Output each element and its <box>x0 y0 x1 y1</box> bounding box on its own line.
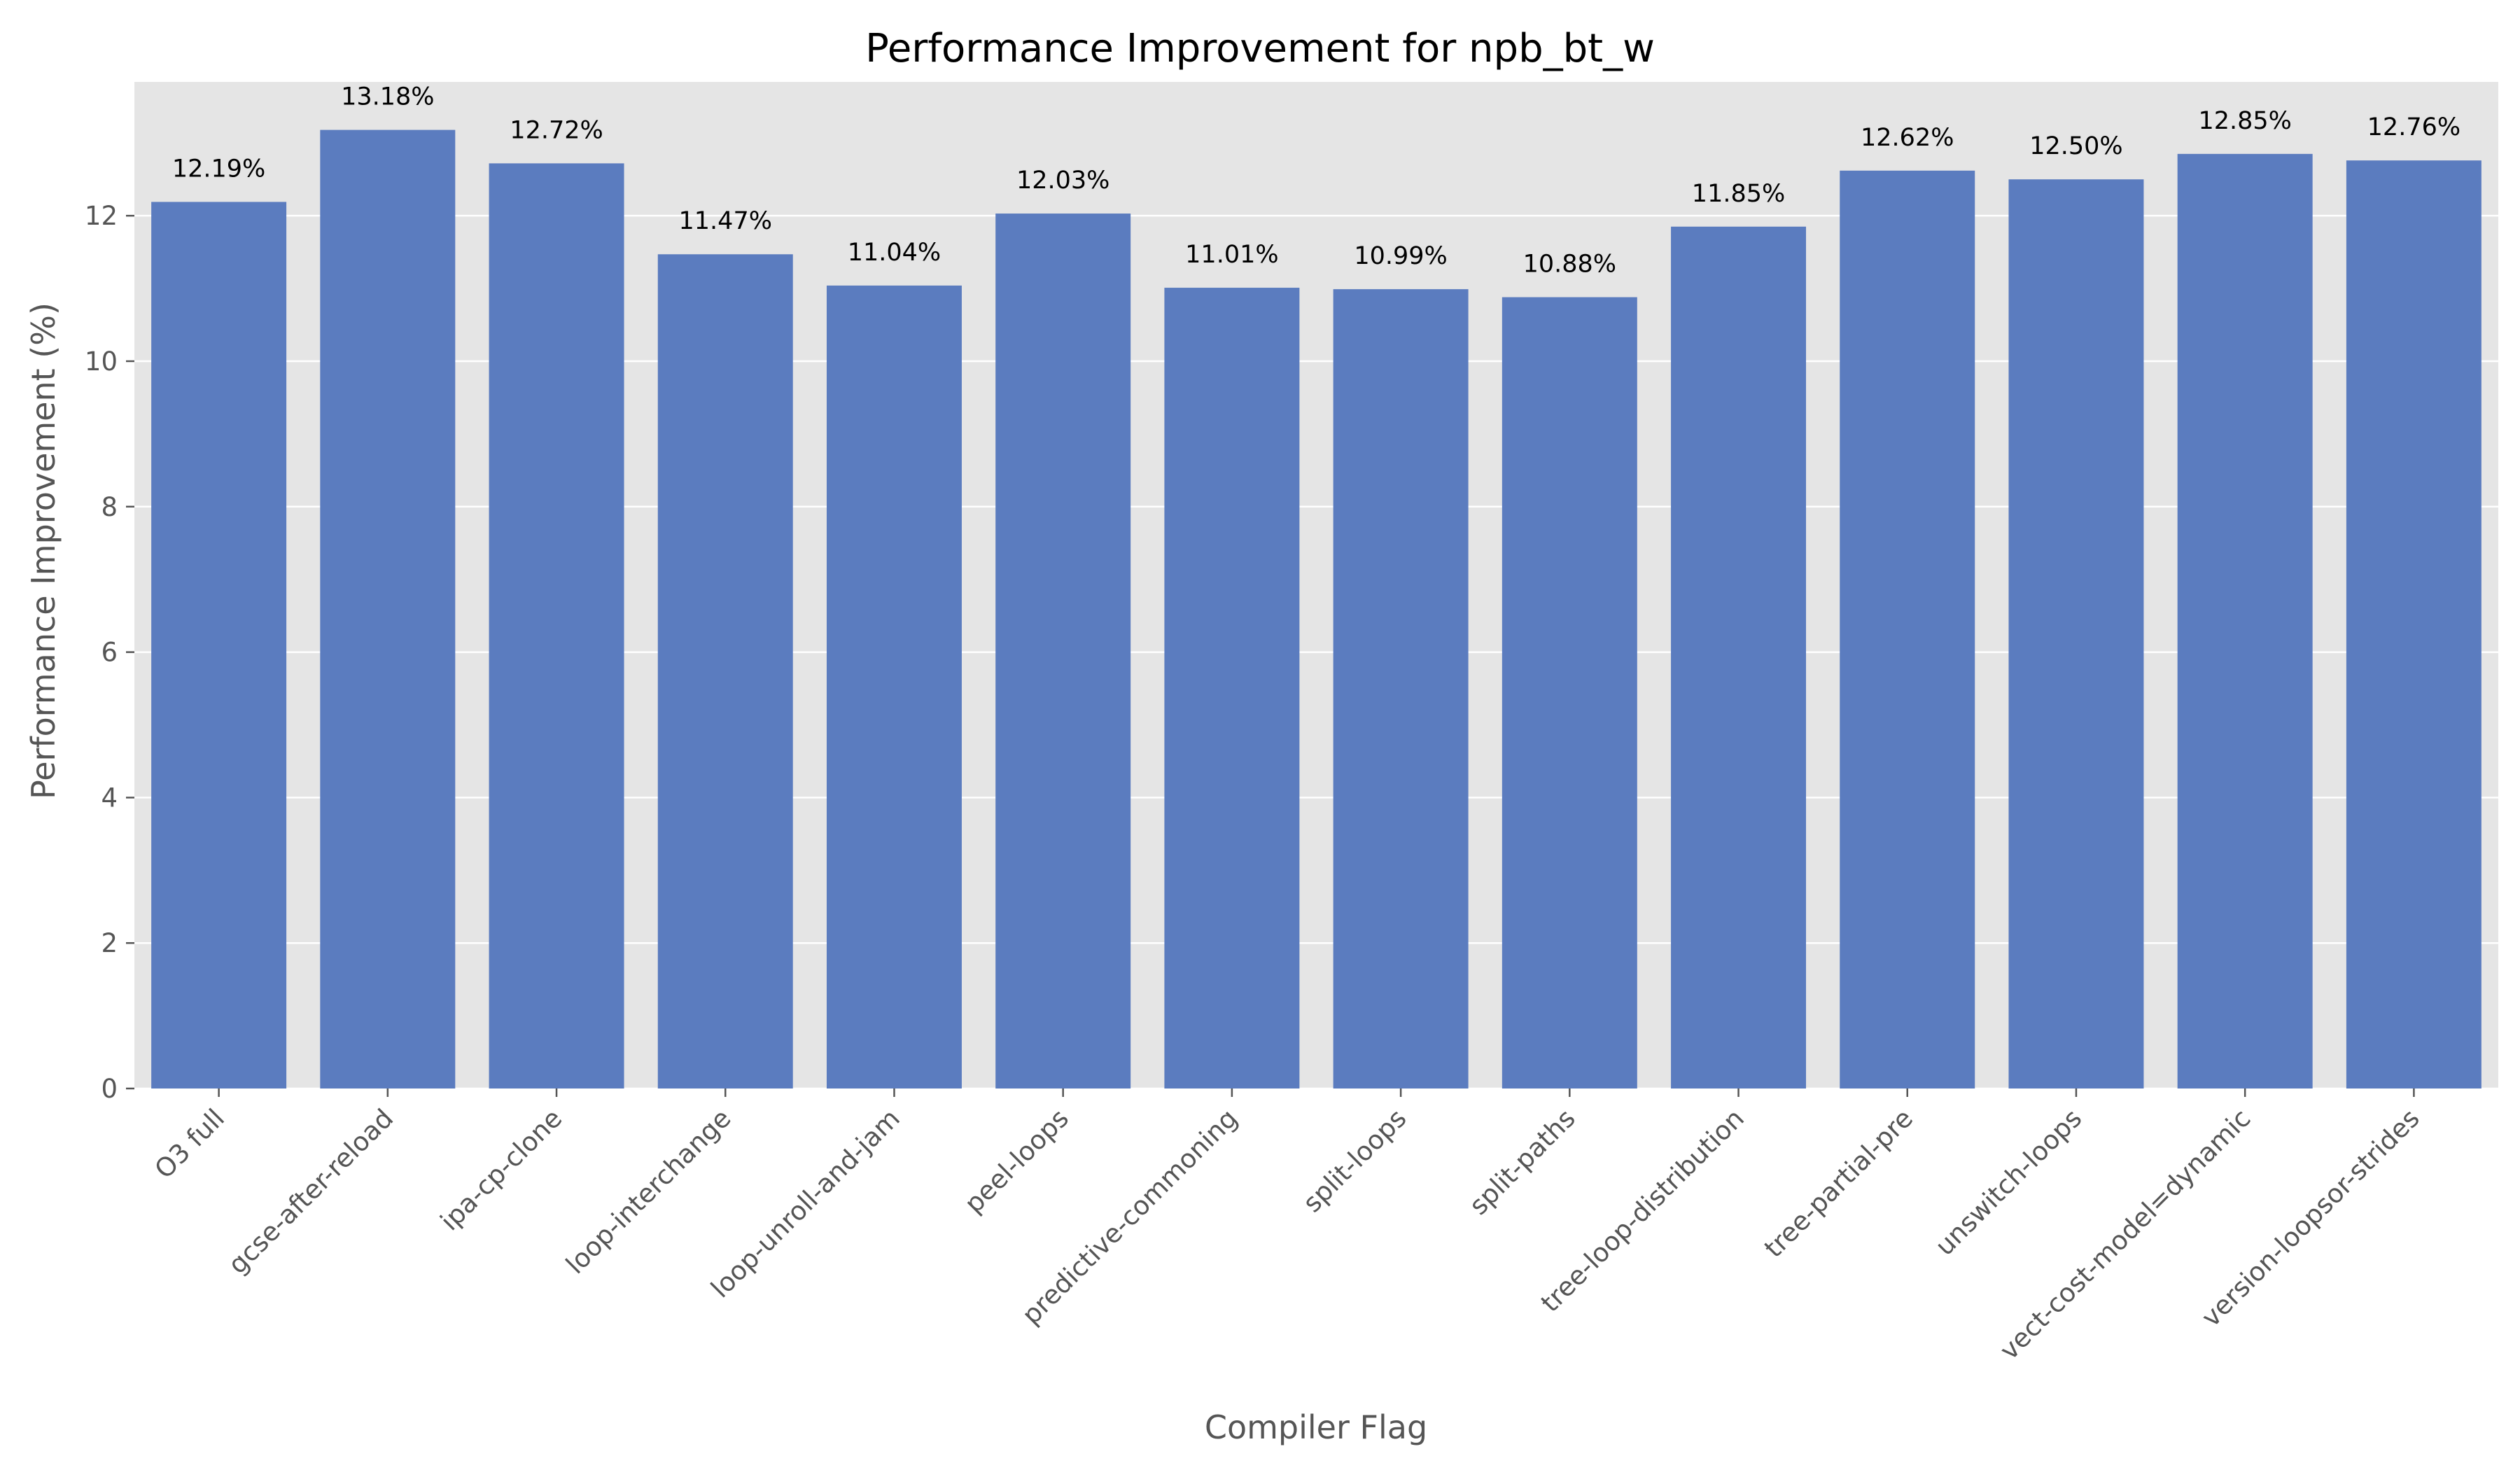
bar <box>1671 226 1807 1089</box>
y-tick-label: 6 <box>101 638 118 668</box>
bar <box>995 214 1131 1088</box>
data-label: 11.04% <box>848 239 941 267</box>
bar <box>1840 170 1975 1088</box>
data-label: 12.50% <box>2029 132 2122 160</box>
bar <box>320 130 456 1088</box>
data-label: 12.85% <box>2198 107 2291 135</box>
data-label: 11.01% <box>1185 241 1278 269</box>
data-label: 12.76% <box>2367 113 2460 141</box>
bar <box>2177 153 2313 1089</box>
y-tick-label: 4 <box>101 783 118 813</box>
y-tick-label: 2 <box>101 928 118 958</box>
x-axis-label: Compiler Flag <box>1205 1408 1427 1446</box>
bar <box>826 285 962 1089</box>
bar <box>151 202 287 1088</box>
bar <box>2346 160 2482 1088</box>
y-axis-label: Performance Improvement (%) <box>24 302 62 799</box>
chart-title: Performance Improvement for npb_bt_w <box>865 26 1655 71</box>
y-tick-label: 8 <box>101 492 118 522</box>
bar <box>1502 297 1637 1089</box>
data-label: 10.99% <box>1354 242 1447 270</box>
data-label: 12.03% <box>1016 167 1110 195</box>
data-label: 13.18% <box>341 83 434 111</box>
data-label: 12.19% <box>172 155 265 183</box>
y-tick-label: 10 <box>85 346 118 377</box>
data-label: 10.88% <box>1523 251 1616 279</box>
bar <box>1333 289 1469 1089</box>
y-axis: 0 2 4 6 8 10 12 <box>85 201 134 1104</box>
bar <box>657 254 793 1089</box>
data-label: 11.85% <box>1692 180 1785 208</box>
bar <box>1164 288 1300 1089</box>
data-label: 12.72% <box>510 116 603 144</box>
bars <box>151 130 2482 1089</box>
y-tick-label: 12 <box>85 201 118 231</box>
data-label: 11.47% <box>679 207 772 235</box>
data-labels: 12.19% 13.18% 12.72% 11.47% 11.04% 12.03% 11.0… <box>172 83 2460 279</box>
bar <box>489 163 624 1088</box>
data-label: 12.62% <box>1861 124 1954 152</box>
bar <box>2008 179 2144 1089</box>
y-tick-label: 0 <box>101 1074 118 1104</box>
